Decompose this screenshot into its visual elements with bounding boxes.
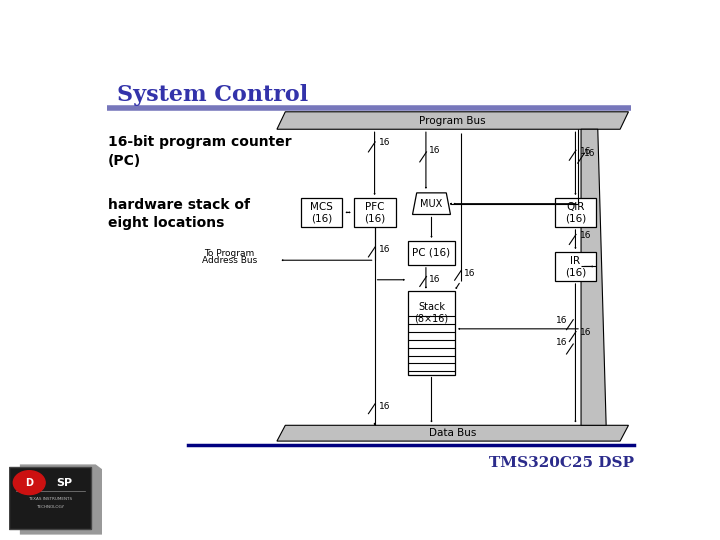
Polygon shape [581,129,606,426]
Text: 16: 16 [428,146,440,155]
Text: hardware stack of
eight locations: hardware stack of eight locations [108,198,250,230]
Text: 16: 16 [580,146,591,156]
Text: TEXAS INSTRUMENTS: TEXAS INSTRUMENTS [28,497,72,502]
Text: 16: 16 [556,316,567,325]
Text: PFC
(16): PFC (16) [364,201,385,223]
Text: TECHNOLOGY: TECHNOLOGY [36,504,64,509]
Text: To Program: To Program [204,249,255,259]
Text: 16: 16 [584,150,595,158]
Text: PC (16): PC (16) [413,248,451,258]
Bar [408,292,455,375]
Text: 16: 16 [379,245,390,254]
Text: System Control: System Control [117,84,308,105]
Bar [408,241,455,265]
Bar [301,198,343,227]
Text: Program Bus: Program Bus [419,116,486,125]
Text: QIR
(16): QIR (16) [564,201,586,223]
Text: Stack
(8×16): Stack (8×16) [415,302,449,323]
Text: 16: 16 [428,275,440,284]
Bar [554,252,596,281]
Text: 16: 16 [379,138,390,147]
Bar [354,198,395,227]
Text: 16: 16 [556,338,567,347]
Text: TMS320C25 DSP: TMS320C25 DSP [489,456,634,470]
Text: IR
(16): IR (16) [564,255,586,277]
Circle shape [14,471,45,495]
Text: 16: 16 [580,328,591,337]
Text: D: D [25,478,33,488]
Text: 16-bit program counter
(PC): 16-bit program counter (PC) [108,136,292,168]
Text: SP: SP [57,478,73,488]
Bar [9,467,91,529]
Text: Data Bus: Data Bus [429,428,477,438]
Polygon shape [413,193,451,214]
Polygon shape [20,464,107,535]
Text: Address Bus: Address Bus [202,256,257,265]
Bar [554,198,596,227]
Text: MUX: MUX [420,199,443,208]
Text: 16: 16 [379,402,390,411]
Text: MCS
(16): MCS (16) [310,201,333,223]
Text: 16: 16 [580,231,591,240]
Text: 16: 16 [464,268,475,278]
Polygon shape [277,426,629,441]
Polygon shape [277,112,629,129]
